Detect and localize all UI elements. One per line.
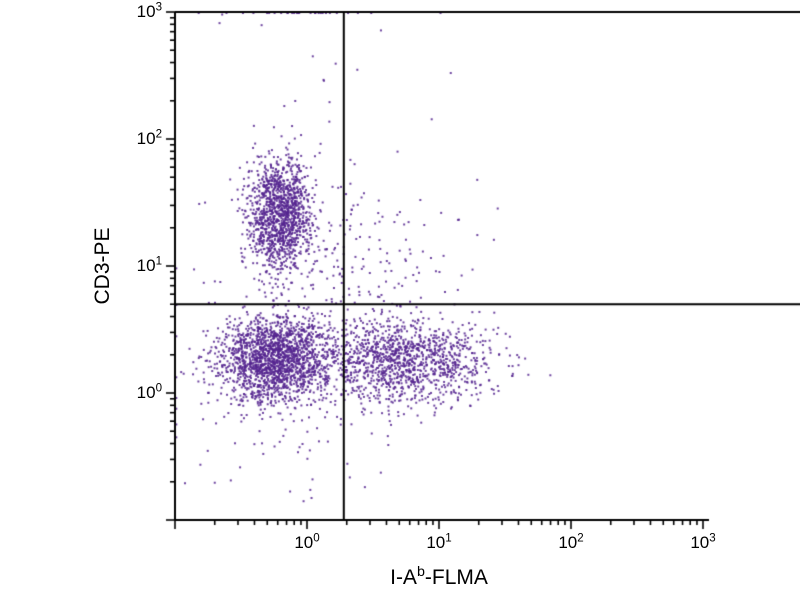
y-axis-label-text: CD3-PE	[91, 227, 114, 305]
y-tick-label: 103	[136, 1, 162, 21]
x-axis-label-post: -FLMA	[424, 566, 488, 589]
y-tick-label: 100	[136, 382, 162, 402]
y-axis-label: CD3-PE	[91, 227, 115, 304]
x-tick-label: 101	[426, 532, 452, 552]
x-axis-label-pre: I-A	[390, 566, 417, 589]
y-tick-label: 101	[136, 255, 162, 275]
x-tick-label: 103	[690, 532, 716, 552]
x-axis-label: I-Ab-FLMA	[390, 564, 488, 590]
x-tick-label: 100	[294, 532, 320, 552]
x-tick-label: 102	[558, 532, 584, 552]
x-axis-label-superscript: b	[416, 564, 425, 580]
y-tick-label: 102	[136, 128, 162, 148]
